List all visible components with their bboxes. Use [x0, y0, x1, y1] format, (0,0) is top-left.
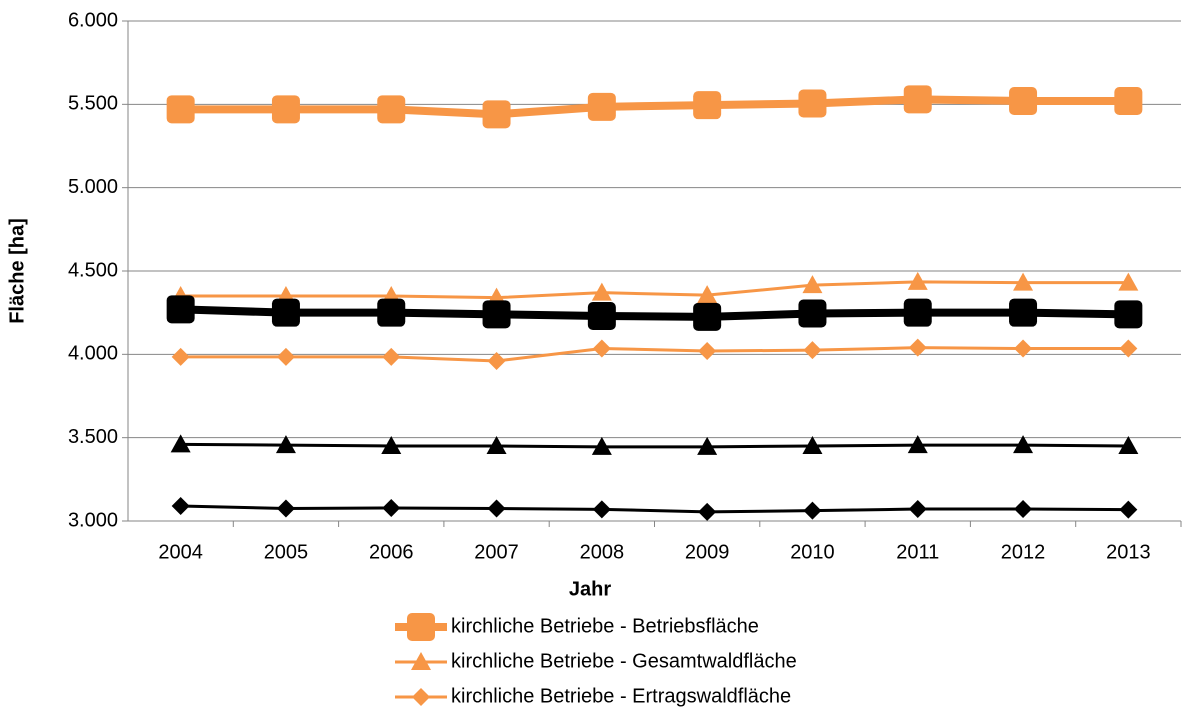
x-tick-label: 2013: [1106, 541, 1151, 563]
legend-label: kirchliche Betriebe - Betriebsfläche: [451, 615, 759, 637]
marker: [1119, 500, 1138, 519]
y-tick-label: 4.500: [68, 259, 118, 281]
marker: [591, 282, 612, 301]
marker: [903, 298, 932, 327]
marker: [908, 338, 927, 357]
series-line: [180, 346, 1129, 363]
y-tick-label: 5.000: [68, 176, 118, 198]
x-tick-label: 2007: [474, 541, 519, 563]
marker: [382, 347, 401, 366]
marker: [1009, 298, 1038, 327]
marker: [407, 613, 435, 641]
marker: [482, 100, 511, 129]
marker: [908, 500, 927, 518]
marker: [1009, 87, 1038, 115]
marker: [798, 89, 827, 118]
marker: [377, 298, 406, 327]
marker: [381, 436, 402, 454]
marker: [166, 295, 195, 324]
marker: [587, 92, 616, 121]
marker: [693, 302, 722, 331]
marker: [1014, 500, 1033, 518]
y-tick-label: 5.500: [68, 93, 118, 115]
marker: [802, 275, 823, 294]
marker: [591, 436, 612, 455]
marker: [1013, 272, 1034, 291]
marker: [482, 300, 511, 329]
x-tick-label: 2012: [1001, 541, 1046, 563]
series-line: [180, 95, 1129, 119]
x-tick-label: 2009: [685, 541, 730, 563]
legend-label: kirchliche Betriebe - Gesamtwaldfläche: [451, 650, 797, 672]
marker: [276, 347, 295, 366]
marker: [903, 85, 932, 114]
marker: [592, 500, 611, 519]
marker: [411, 652, 431, 670]
x-tick-label: 2006: [369, 541, 414, 563]
marker: [803, 501, 822, 520]
marker: [803, 341, 822, 360]
marker: [698, 342, 717, 360]
x-axis-title: Jahr: [569, 578, 611, 600]
series-line: [180, 442, 1129, 449]
marker: [487, 499, 506, 518]
marker: [798, 299, 827, 328]
marker: [1014, 339, 1033, 358]
marker: [592, 339, 611, 358]
y-tick-label: 3.500: [68, 426, 118, 448]
marker: [697, 436, 718, 455]
marker: [382, 499, 401, 517]
marker: [587, 302, 616, 330]
x-tick-label: 2011: [896, 541, 939, 563]
marker: [697, 285, 718, 304]
marker: [170, 434, 191, 453]
x-tick-label: 2004: [158, 541, 203, 563]
marker: [171, 347, 190, 366]
x-tick-label: 2008: [580, 541, 625, 563]
marker: [412, 688, 430, 706]
marker: [1013, 435, 1034, 454]
legend-label: kirchliche Betriebe - Ertragswaldfläche: [451, 685, 791, 707]
marker: [487, 352, 506, 370]
marker: [698, 502, 717, 521]
series-line: [180, 504, 1129, 514]
marker: [1114, 300, 1143, 329]
y-tick-label: 3.000: [68, 509, 118, 531]
marker: [1114, 87, 1143, 115]
y-tick-label: 4.000: [68, 343, 118, 365]
marker: [802, 436, 823, 454]
marker: [271, 95, 300, 124]
marker: [486, 436, 507, 454]
marker: [276, 499, 295, 518]
marker: [1119, 339, 1138, 358]
series-line: [180, 305, 1129, 321]
marker: [171, 497, 190, 515]
y-axis-title: Fläche [ha]: [6, 218, 28, 324]
series-line: [180, 280, 1129, 300]
marker: [1118, 436, 1139, 454]
x-tick-label: 2005: [264, 541, 309, 563]
y-tick-label: 6.000: [68, 9, 118, 31]
marker: [377, 95, 406, 124]
marker: [907, 271, 928, 290]
marker: [166, 95, 195, 124]
x-tick-label: 2010: [790, 541, 835, 563]
marker: [271, 298, 300, 327]
marker: [1118, 272, 1139, 291]
marker: [693, 91, 722, 120]
marker: [907, 435, 928, 454]
marker: [275, 435, 296, 454]
